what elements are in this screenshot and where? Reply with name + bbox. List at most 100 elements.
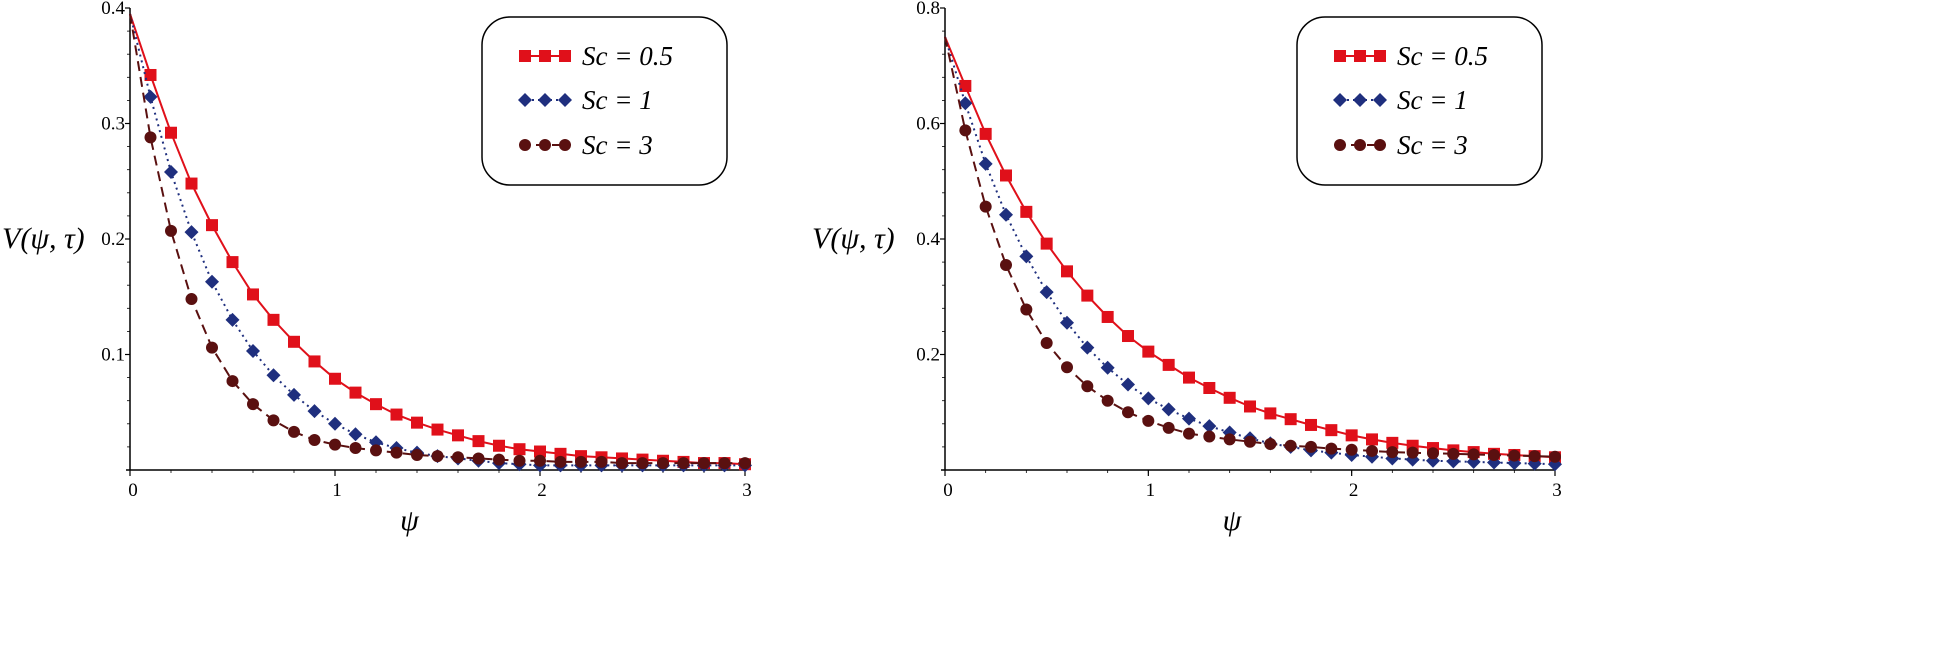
data-point <box>959 124 972 137</box>
data-point <box>267 313 280 326</box>
data-point <box>1040 336 1053 349</box>
data-point <box>226 375 239 388</box>
data-point <box>1264 407 1277 420</box>
legend-label: Sc = 0.5 <box>1397 41 1488 71</box>
legend-marker <box>1373 93 1387 107</box>
data-point <box>288 425 300 438</box>
data-point <box>390 446 403 459</box>
data-point <box>267 414 280 427</box>
data-point <box>1061 265 1073 278</box>
data-point <box>348 427 363 442</box>
data-point <box>959 79 972 92</box>
legend-marker <box>1353 93 1367 107</box>
legend-marker <box>519 139 531 151</box>
data-point <box>958 96 973 111</box>
x-tick-label: 0 <box>128 480 138 501</box>
y-axis-label: V(ψ, τ) <box>812 222 895 255</box>
legend-label: Sc = 1 <box>582 85 653 115</box>
data-point <box>1121 377 1135 392</box>
legend-marker <box>559 139 571 151</box>
data-point <box>307 404 322 419</box>
x-axis-label: ψ <box>1223 504 1243 537</box>
data-point <box>206 341 218 354</box>
data-point <box>493 439 505 452</box>
x-tick-label: 2 <box>1349 480 1359 501</box>
data-point <box>288 335 300 348</box>
data-point <box>1223 433 1236 446</box>
data-point <box>164 165 178 180</box>
data-point <box>595 455 608 468</box>
data-point <box>431 450 444 463</box>
data-point <box>1122 406 1134 419</box>
data-point <box>1467 448 1480 461</box>
data-point <box>534 454 546 467</box>
data-point <box>1183 427 1195 440</box>
data-point <box>1305 440 1317 453</box>
series-3 <box>944 36 1561 463</box>
data-point <box>431 423 444 436</box>
x-axis-label: ψ <box>400 504 420 537</box>
data-point <box>226 256 239 269</box>
data-point <box>1508 449 1521 462</box>
data-point <box>328 416 342 431</box>
x-tick-label: 1 <box>1146 480 1156 501</box>
legend-marker <box>1333 93 1347 107</box>
y-tick-label: 0.8 <box>916 0 940 19</box>
x-tick-label: 3 <box>1552 480 1562 501</box>
data-point <box>1039 285 1054 300</box>
data-point <box>1122 330 1134 343</box>
data-point <box>1061 361 1073 374</box>
legend-marker <box>1374 139 1386 151</box>
data-point <box>677 457 690 470</box>
data-point <box>308 355 321 368</box>
data-point <box>246 344 260 359</box>
legend-label: Sc = 3 <box>582 130 653 160</box>
data-point <box>1325 442 1338 455</box>
data-point <box>143 89 158 104</box>
data-point <box>1020 303 1033 316</box>
data-point <box>1284 439 1297 452</box>
data-point <box>1000 258 1012 271</box>
data-point <box>1040 237 1053 250</box>
x-tick-label: 0 <box>943 480 953 501</box>
data-point <box>718 457 731 470</box>
data-point <box>1244 400 1256 413</box>
legend-marker <box>518 93 532 107</box>
x-tick-label: 3 <box>742 480 752 501</box>
data-point <box>144 68 157 81</box>
data-point <box>411 448 423 461</box>
data-point <box>1386 446 1399 459</box>
data-point <box>1386 436 1399 449</box>
data-point <box>266 368 281 383</box>
data-point <box>329 438 341 451</box>
data-point <box>1284 413 1297 426</box>
data-point <box>329 372 341 385</box>
data-point <box>1000 169 1012 182</box>
data-point <box>1549 450 1561 463</box>
data-point <box>657 457 669 470</box>
data-point <box>1141 391 1156 406</box>
data-point <box>1081 289 1094 302</box>
data-point <box>1019 249 1034 264</box>
x-tick-label: 1 <box>332 480 342 501</box>
data-point <box>144 131 157 144</box>
chart-2: 0.20.40.60.80 1 2 3ψV(ψ, τ)Sc = 0.5Sc = 1Sc… <box>812 0 1562 537</box>
legend-marker <box>539 139 551 151</box>
data-point <box>390 408 403 421</box>
y-axis-label: V(ψ, τ) <box>2 222 85 255</box>
data-point <box>1020 205 1033 218</box>
data-point <box>554 455 567 468</box>
data-point <box>1345 429 1358 442</box>
data-point <box>1528 450 1541 463</box>
data-point <box>247 288 259 301</box>
data-point <box>1142 345 1155 358</box>
series-3 <box>129 13 751 470</box>
y-tick-label: 0.4 <box>916 229 940 250</box>
data-point <box>1183 371 1195 384</box>
y-tick-label: 0.3 <box>101 114 125 135</box>
chart-1: 0.10.20.30.40 1 2 3ψV(ψ, τ)Sc = 0.5Sc = 1Sc… <box>2 0 752 537</box>
legend-label: Sc = 3 <box>1397 130 1468 160</box>
data-point <box>206 219 218 232</box>
data-point <box>1488 448 1500 461</box>
